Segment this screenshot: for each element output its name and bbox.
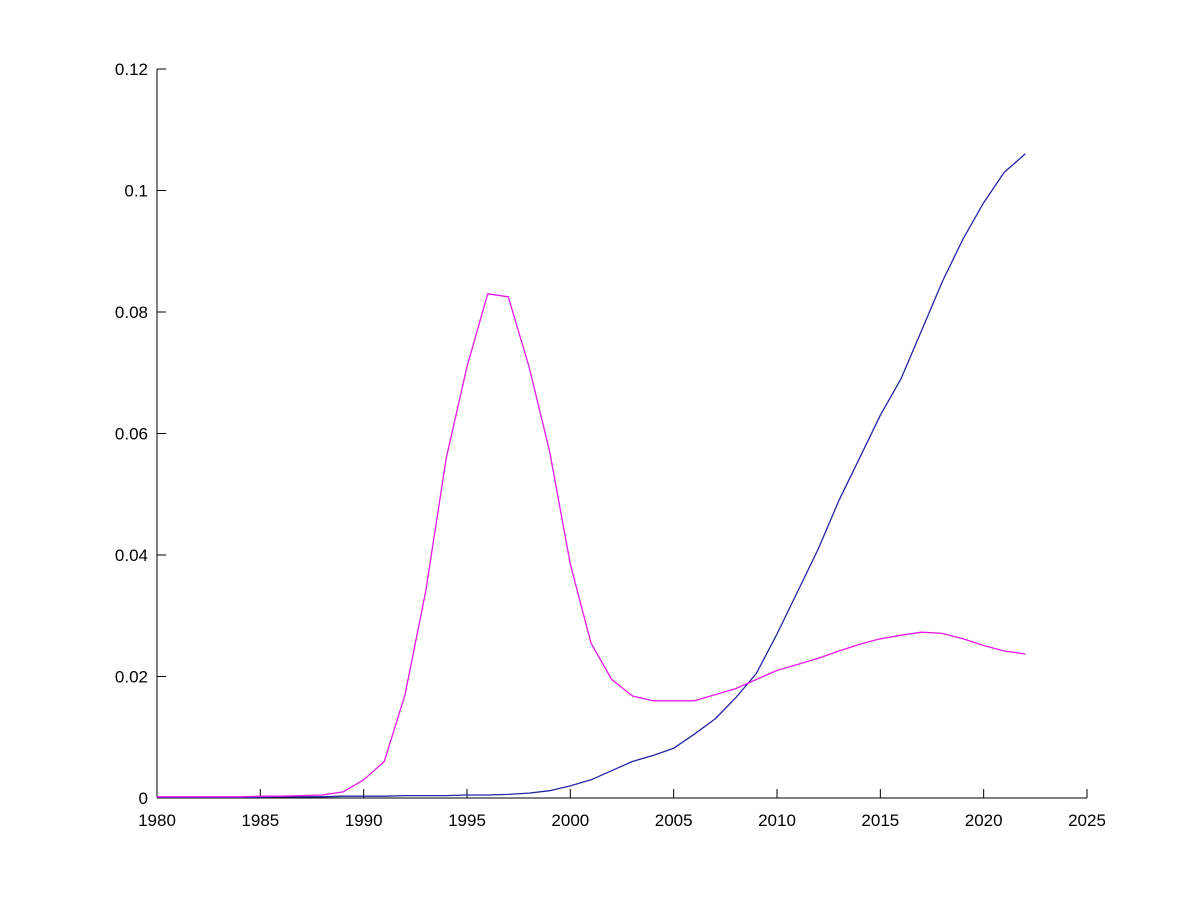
y-tick-label: 0	[139, 789, 148, 808]
x-tick-label: 1980	[138, 811, 176, 830]
y-tick-label: 0.06	[115, 425, 148, 444]
y-tick-label: 0.08	[115, 303, 148, 322]
x-tick-label: 2025	[1068, 811, 1106, 830]
x-tick-label: 2010	[758, 811, 796, 830]
x-tick-label: 2020	[965, 811, 1003, 830]
x-tick-label: 1990	[345, 811, 383, 830]
x-tick-label: 2000	[551, 811, 589, 830]
x-tick-label: 2015	[861, 811, 899, 830]
x-tick-label: 1985	[241, 811, 279, 830]
y-tick-label: 0.04	[115, 546, 148, 565]
y-tick-label: 0.02	[115, 668, 148, 687]
x-tick-label: 2005	[655, 811, 693, 830]
y-tick-label: 0.1	[124, 182, 148, 201]
magenta-line	[156, 293, 1026, 798]
y-tick-label: 0.12	[115, 60, 148, 79]
dark-blue-line	[156, 153, 1026, 799]
x-tick-label: 1995	[448, 811, 486, 830]
